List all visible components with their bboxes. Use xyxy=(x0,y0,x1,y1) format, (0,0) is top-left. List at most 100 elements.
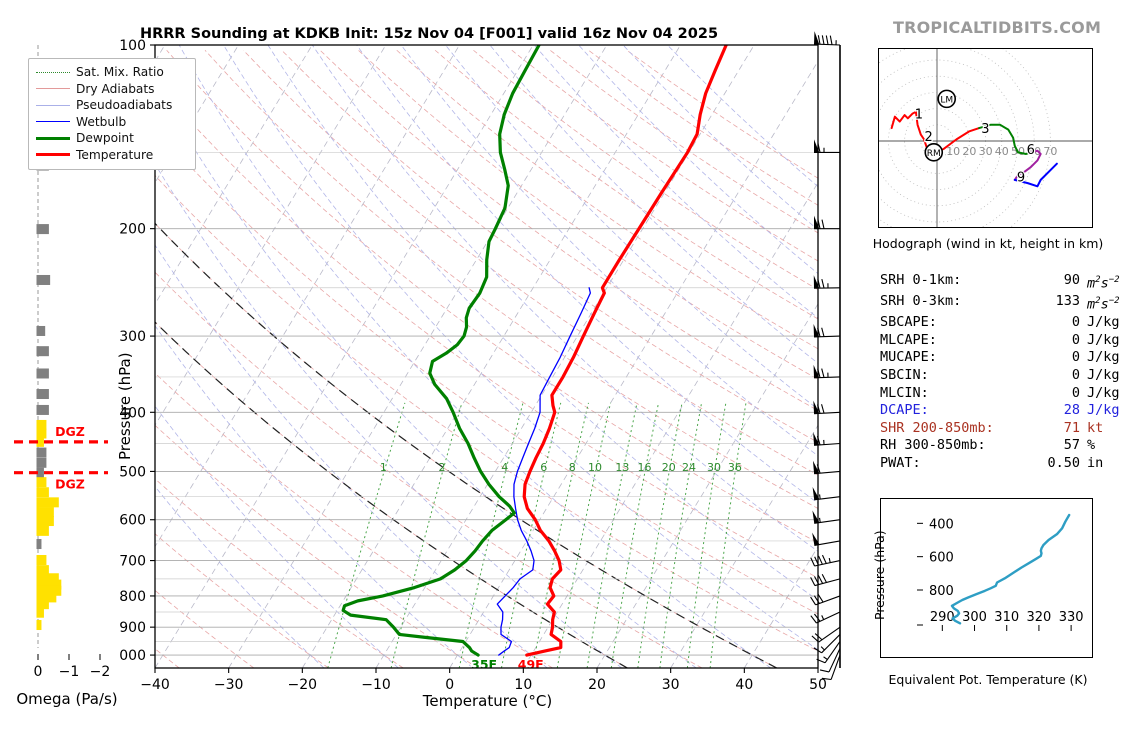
parameter-unit: in xyxy=(1087,454,1104,471)
omega-bar xyxy=(36,477,47,488)
watermark: TROPICALTIDBITS.COM xyxy=(893,18,1102,37)
mixing-ratio-label: 4 xyxy=(501,461,508,474)
hodograph-segment xyxy=(890,110,981,154)
skewt-y-tick: 700 xyxy=(120,554,146,570)
legend-swatch-4 xyxy=(36,121,70,123)
parameter-unit: % xyxy=(1087,437,1096,454)
omega-panel: DGZ DGZ 0 −1 −2 xyxy=(0,40,120,700)
skewt-y-tick: 200 xyxy=(120,222,146,238)
parameter-unit: J/kg xyxy=(1087,314,1120,331)
parameter-value: 0 xyxy=(1071,314,1080,331)
skewt-y-tick: 1000 xyxy=(120,648,146,664)
wind-barb xyxy=(813,323,841,338)
temperature-trace xyxy=(522,45,728,657)
omega-bar xyxy=(36,224,49,235)
skewt-y-tick: 500 xyxy=(120,464,146,480)
omega-bar xyxy=(36,467,44,478)
skewt-x-tick: 10 xyxy=(514,677,532,690)
parameter-row: DCAPE: 28 J/kg xyxy=(880,402,1130,420)
hodograph-segment xyxy=(1013,162,1058,188)
wind-barb xyxy=(813,634,841,654)
omega-bar xyxy=(36,447,47,458)
thetae-x-tick: 290 xyxy=(930,610,955,625)
legend-label: Temperature xyxy=(76,147,154,162)
omega-bar xyxy=(36,325,46,336)
mixing-ratio-label: 16 xyxy=(638,461,652,474)
omega-bar xyxy=(36,607,44,618)
wind-barb xyxy=(812,460,841,475)
omega-axis-label: Omega (Pa/s) xyxy=(16,690,118,708)
skewt-x-tick: 30 xyxy=(662,677,680,690)
skewt-y-tick: 300 xyxy=(120,329,146,345)
parameter-row: PWAT: 0.50 in xyxy=(880,455,1130,473)
omega-bar xyxy=(36,592,57,603)
omega-bar xyxy=(36,620,42,631)
skewt-y-tick: 100 xyxy=(120,38,146,54)
skewt-y-tick: 400 xyxy=(120,405,146,421)
wind-barb xyxy=(813,400,841,415)
wind-barb xyxy=(813,275,841,289)
parameter-unit: J/kg xyxy=(1087,366,1120,383)
skewt-x-tick: −20 xyxy=(288,677,318,690)
mixing-ratio-label: 30 xyxy=(707,461,721,474)
skewt-x-tick: 40 xyxy=(735,677,753,690)
hodograph-ring-label: 30 xyxy=(979,145,993,158)
omega-bar xyxy=(36,346,49,357)
omega-x-tick: −2 xyxy=(90,664,111,680)
legend-swatch-6 xyxy=(36,153,70,157)
storm-motion-marker: RM xyxy=(924,143,944,162)
thetae-trace xyxy=(950,513,1071,625)
skewt-y-tick: 800 xyxy=(120,589,146,605)
parameter-value: 0 xyxy=(1071,331,1080,348)
omega-x-tick: 0 xyxy=(34,664,43,680)
thetae-y-tick: 800 xyxy=(929,584,954,599)
parameter-unit: J/kg xyxy=(1087,402,1120,419)
mixing-ratio-label: 20 xyxy=(662,461,676,474)
hodograph-segment xyxy=(978,123,1032,155)
omega-bar xyxy=(36,368,49,379)
skewt-y-tick: 900 xyxy=(120,620,146,636)
mixing-ratio-label: 2 xyxy=(438,461,445,474)
thetae-y-tick: 400 xyxy=(929,517,954,532)
wind-barb xyxy=(813,364,841,379)
legend-label: Wetbulb xyxy=(76,114,127,129)
parameter-unit: m2s−2 xyxy=(1087,275,1120,292)
hodograph-height-label: 6 xyxy=(1027,143,1035,158)
skewt-x-tick: 50 xyxy=(809,677,827,690)
sounding-parameters: SRH 0-1km: 90 m2s−2 SRH 0-3km: 133 m2s−2 SBCAP… xyxy=(880,272,1130,473)
legend-label: Pseudoadiabats xyxy=(76,98,173,113)
omega-bar xyxy=(36,585,62,596)
parameter-value: 0 xyxy=(1071,366,1080,383)
hodograph-panel: 10 20 30 40 50 60 70 1 2 3 6 9 LM RM xyxy=(878,48,1093,228)
skewt-panel: 1 2 4 6 8 10 13 16 20 24 30 36 35F 49F −40 −30 −20 −10 0 10… xyxy=(120,30,860,690)
parameter-row: MLCIN: 0 J/kg xyxy=(880,385,1130,403)
legend-item: Sat. Mix. Ratio xyxy=(36,64,188,81)
skewt-yaxis-label: Pressure (hPa) xyxy=(116,352,134,460)
thetae-x-tick: 320 xyxy=(1027,610,1052,625)
hodograph-height-label: 1 xyxy=(915,107,923,122)
skewt-x-tick: −40 xyxy=(140,677,170,690)
mixing-ratio-label: 36 xyxy=(728,461,742,474)
omega-bar xyxy=(36,525,49,536)
parameter-row: SRH 0-3km: 133 m2s−2 xyxy=(880,293,1130,314)
parameter-name: MUCAPE: xyxy=(880,349,937,366)
legend-item: Wetbulb xyxy=(36,114,188,131)
wind-barb xyxy=(812,532,841,546)
skewt-x-tick: 20 xyxy=(588,677,606,690)
storm-motion-marker: LM xyxy=(937,89,957,109)
parameter-value: 57 xyxy=(1063,437,1080,454)
dewpoint-trace xyxy=(341,45,541,657)
parameter-value: 133 xyxy=(1055,293,1080,310)
mixing-ratio-label: 6 xyxy=(540,461,547,474)
mixing-ratio-label: 24 xyxy=(682,461,696,474)
mixing-ratio-label: 13 xyxy=(615,461,629,474)
parameter-value: 0 xyxy=(1071,384,1080,401)
parameter-unit: m2s−2 xyxy=(1087,296,1120,313)
hodograph-ring-label: 40 xyxy=(995,145,1009,158)
parameter-row: MUCAPE: 0 J/kg xyxy=(880,349,1130,367)
wind-barb xyxy=(813,31,841,46)
parameter-name: MLCAPE: xyxy=(880,331,937,348)
legend-item: Dewpoint xyxy=(36,130,188,147)
parameter-row: SHR 200-850mb: 71 kt xyxy=(880,420,1130,438)
parameter-row: SBCAPE: 0 J/kg xyxy=(880,314,1130,332)
